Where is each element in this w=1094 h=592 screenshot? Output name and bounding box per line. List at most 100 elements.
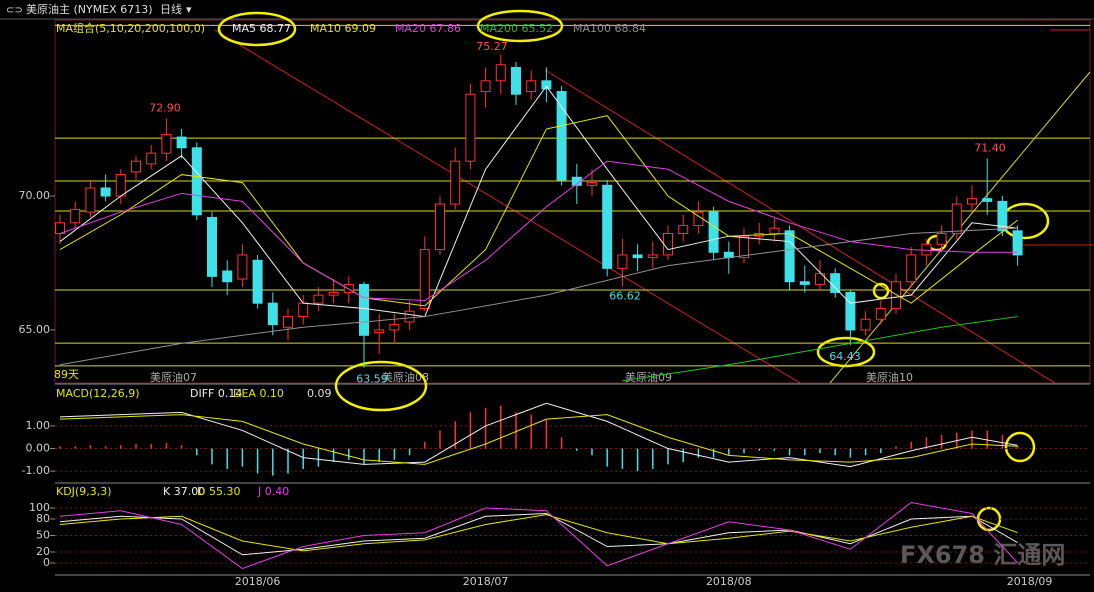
y-tick-label: 100 — [29, 501, 50, 514]
candle-body — [115, 174, 126, 197]
indicator-line — [59, 501, 1018, 570]
candle-body — [374, 329, 385, 334]
candle-body — [283, 316, 293, 328]
price-label: 66.62 — [609, 290, 641, 303]
y-tick-label: 0.00 — [26, 442, 51, 455]
candle-body — [845, 291, 856, 331]
period-select[interactable]: 日线 — [160, 2, 182, 16]
legend-entry: J 0.40 — [257, 485, 289, 498]
price-label: 72.90 — [149, 101, 181, 114]
price-label: 63.59 — [356, 373, 388, 386]
legend-entry: DIFF 0.14 — [190, 387, 242, 400]
candle-body — [267, 302, 278, 326]
highlight-circles — [217, 9, 1050, 532]
indicator-line — [59, 402, 1018, 468]
candle-body — [450, 160, 461, 205]
candle-body — [480, 80, 491, 93]
candle-body — [100, 187, 111, 197]
legend-entry: MA5 68.77 — [232, 22, 291, 35]
price-label: 71.40 — [974, 142, 1006, 155]
candle-body — [678, 224, 689, 235]
panel-title: MACD(12,26,9) — [56, 387, 140, 400]
x-tick-label: 2018/06 — [235, 575, 281, 588]
candle-body — [951, 203, 962, 235]
candle-body — [1012, 230, 1023, 256]
instrument-title[interactable]: 美原油主 (NYMEX 6713) — [26, 2, 153, 16]
candle-body — [541, 80, 552, 90]
indicator-line — [59, 160, 1018, 301]
panel-title: MA组合(5,10,20,200,100,0) — [56, 21, 205, 35]
candle-body — [602, 184, 613, 269]
y-tick-label: 20 — [36, 545, 50, 558]
candle-body — [85, 187, 96, 213]
trendlines — [214, 29, 1094, 384]
candle-body — [830, 273, 841, 293]
legend-entry: MA100 68.84 — [573, 22, 646, 35]
candle-body — [511, 66, 521, 95]
candle-body — [207, 216, 217, 277]
candle-body — [176, 136, 187, 149]
candle-body — [587, 182, 597, 186]
candle-body — [875, 308, 886, 320]
contract-label: 美原油07 — [150, 370, 197, 384]
candle-body — [982, 198, 993, 202]
candle-body — [435, 203, 445, 251]
indicator-line — [59, 115, 1018, 307]
candle-body — [495, 64, 506, 82]
candle-body — [739, 235, 749, 259]
candle-body — [389, 324, 400, 331]
candle-body — [906, 254, 917, 283]
candle-body — [921, 243, 932, 256]
legend-entry: K 37.00 — [163, 485, 205, 498]
candle-body — [70, 208, 81, 224]
candle-body — [799, 281, 810, 285]
x-tick-label: 2018/09 — [1007, 575, 1053, 588]
candle-body — [252, 259, 263, 304]
x-tick-label: 2018/08 — [706, 575, 752, 588]
candle-body — [359, 283, 369, 336]
candle-body — [967, 198, 977, 205]
legend-entry: MA20 67.86 — [395, 22, 461, 35]
candle-body — [891, 281, 901, 310]
period-caret[interactable]: ▾ — [186, 3, 192, 16]
watermark: FX678 汇通网 — [900, 541, 1065, 569]
candle-body — [708, 211, 719, 253]
indicator-line — [59, 85, 1018, 318]
legend-entry: D 55.30 — [197, 485, 240, 498]
x-tick-label: 2018/07 — [463, 575, 509, 588]
frame — [0, 18, 1094, 576]
candle-body — [419, 249, 430, 310]
candle-body — [860, 318, 871, 331]
legend-entry: DEA 0.10 — [233, 387, 284, 400]
link-icon[interactable]: ⊂⊃ — [6, 5, 23, 16]
candle-body — [313, 294, 324, 304]
candle-body — [146, 152, 157, 165]
candle-body — [237, 254, 248, 280]
candle-body — [632, 254, 643, 259]
candle-body — [131, 160, 141, 173]
candle-body — [191, 147, 202, 216]
candle-body — [769, 227, 780, 235]
legend-entry: MA200 65.52 — [480, 22, 553, 35]
legend-entry: 0.09 — [307, 387, 332, 400]
y-tick-label: 0 — [43, 556, 50, 569]
indicator-line — [59, 514, 1018, 552]
candle-body — [647, 254, 658, 259]
contract-label: 美原油08 — [382, 370, 429, 384]
indicator-line — [59, 512, 1018, 556]
indicator-line — [622, 316, 1018, 382]
days-label: 89天 — [54, 368, 79, 381]
y-tick-label: 80 — [36, 512, 50, 525]
candle-body — [663, 233, 673, 256]
y-tick-label: 65.00 — [19, 323, 51, 336]
candle-body — [617, 254, 628, 269]
candle-body — [997, 200, 1008, 232]
price-label: 75.27 — [476, 40, 508, 53]
y-tick-label: 50 — [36, 529, 50, 542]
y-tick-label: 70.00 — [19, 189, 51, 202]
price-label: 64.43 — [829, 350, 861, 363]
candle-body — [222, 270, 233, 283]
candle-body — [404, 310, 415, 323]
candle-body — [571, 176, 582, 186]
